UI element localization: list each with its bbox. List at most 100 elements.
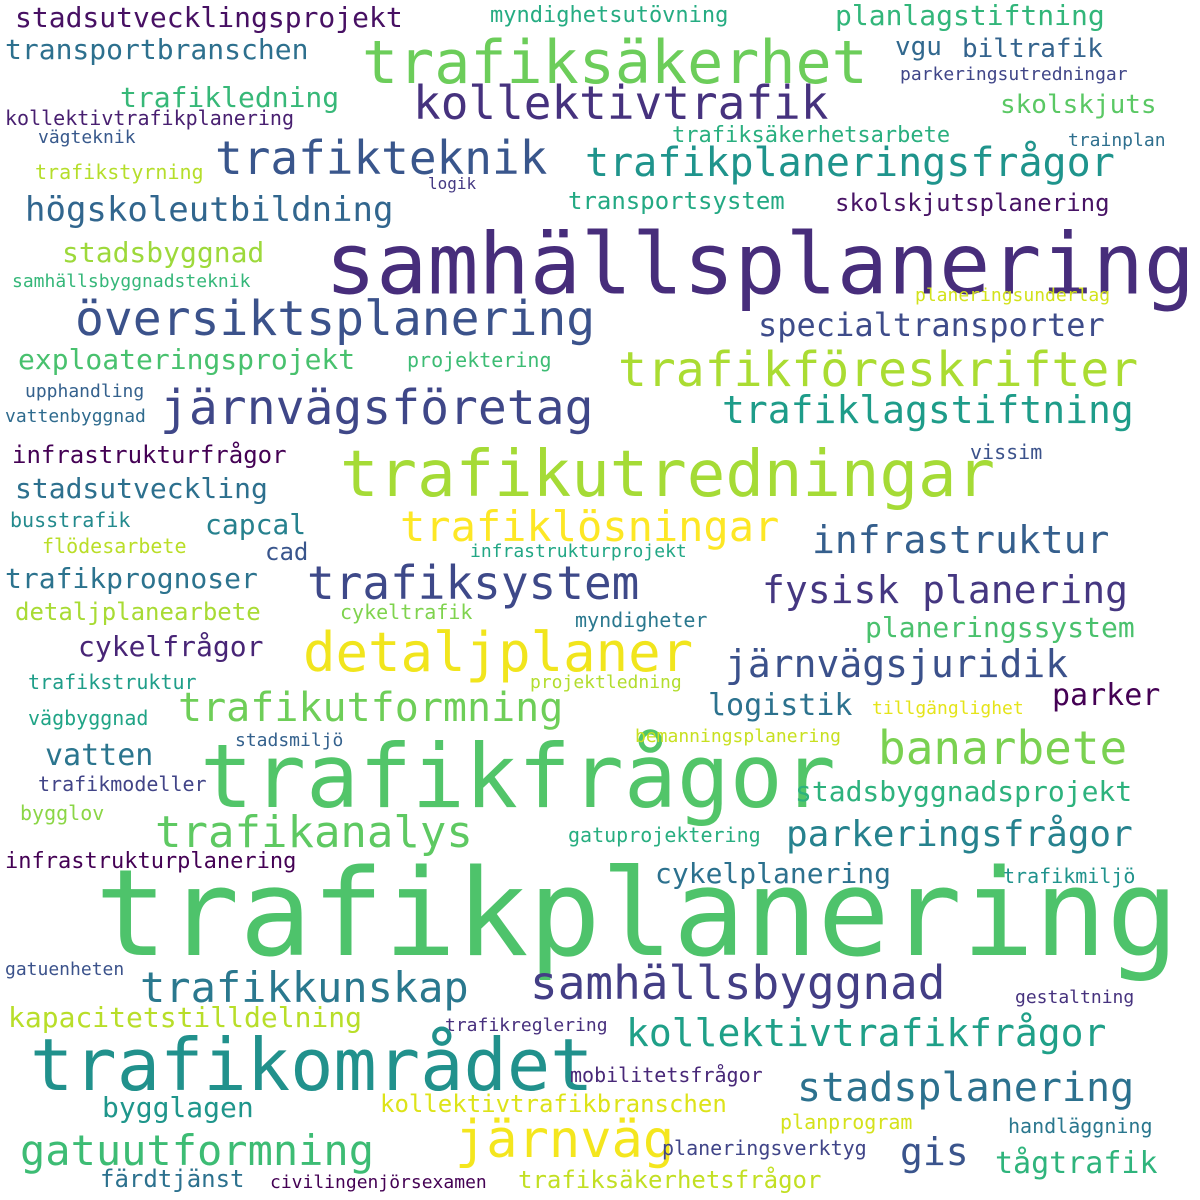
word-myndighetsutovning: myndighetsutövning: [490, 3, 729, 28]
word-infrastrukturprojekt: infrastrukturprojekt: [470, 541, 687, 562]
word-trafikfragor: trafikfrågor: [200, 725, 836, 828]
word-busstrafik: busstrafik: [10, 508, 131, 532]
word-trafiksakerhet: trafiksäkerhet: [362, 28, 868, 98]
word-transportbranschen: transportbranschen: [5, 33, 309, 66]
word-trafiklagstiftning: trafiklagstiftning: [722, 388, 1134, 432]
word-hogskoleutbildning: högskoleutbildning: [25, 190, 394, 230]
word-tagtrafik: tågtrafik: [995, 1146, 1158, 1181]
word-trainplan: trainplan: [1068, 130, 1166, 151]
word-vgu: vgu: [895, 32, 942, 62]
word-bemanningsplanering: bemanningsplanering: [635, 726, 841, 747]
word-infrastrukturplanering: infrastrukturplanering: [5, 849, 297, 874]
word-planeringssystem: planeringssystem: [865, 611, 1135, 644]
word-samhallsplanering: samhällsplanering: [325, 215, 1195, 315]
word-vagteknik: vägteknik: [38, 127, 136, 148]
word-kollektivtrafikplanering: kollektivtrafikplanering: [5, 106, 294, 130]
word-trafiklosningar: trafiklösningar: [400, 502, 780, 551]
word-planeringsverktyg: planeringsverktyg: [662, 1136, 867, 1160]
word-fysisk-planering: fysisk planering: [762, 568, 1129, 612]
word-trafikutformning: trafikutformning: [178, 685, 564, 731]
word-gatuenheten: gatuenheten: [5, 959, 125, 980]
word-upphandling: upphandling: [25, 381, 145, 402]
word-skolskjuts: skolskjuts: [1000, 90, 1157, 120]
word-skolskjutsplanering: skolskjutsplanering: [835, 189, 1110, 217]
word-flodesarbete: flödesarbete: [42, 534, 187, 558]
word-mobilitetsfragor: mobilitetsfrågor: [570, 1063, 763, 1087]
word-specialtransporter: specialtransporter: [758, 306, 1105, 344]
word-handlaggning: handläggning: [1008, 1114, 1153, 1138]
word-kollektivtrafikbranschen: kollektivtrafikbranschen: [380, 1090, 727, 1118]
word-trafikstyrning: trafikstyrning: [35, 160, 204, 184]
word-projektering: projektering: [407, 348, 552, 372]
word-parkeringsutredningar: parkeringsutredningar: [900, 64, 1128, 85]
word-logik: logik: [428, 174, 477, 193]
word-trafikstruktur: trafikstruktur: [28, 670, 197, 694]
word-logistik: logistik: [708, 688, 853, 723]
word-samhallsbyggnadsteknik: samhällsbyggnadsteknik: [12, 271, 251, 292]
word-projektledning: projektledning: [530, 672, 682, 693]
word-kapacitetstilldelning: kapacitetstilldelning: [8, 1001, 363, 1034]
word-bygglov: bygglov: [20, 801, 105, 825]
word-cykelfragor: cykelfrågor: [78, 630, 264, 663]
word-gis: gis: [900, 1130, 969, 1174]
word-trafikmodeller: trafikmodeller: [38, 772, 207, 796]
word-trafikplanering: trafikplanering: [95, 845, 1179, 984]
word-trafikteknik: trafikteknik: [215, 131, 548, 185]
word-gatuutformning: gatuutformning: [20, 1126, 375, 1175]
word-planprogram: planprogram: [780, 1110, 913, 1134]
word-stadsplanering: stadsplanering: [797, 1065, 1135, 1111]
word-vatten: vatten: [45, 738, 154, 773]
word-trafikomradet: trafikområdet: [30, 1023, 594, 1107]
word-parkeringsfragor: parkeringsfrågor: [786, 814, 1133, 855]
word-banarbete: banarbete: [878, 721, 1128, 775]
word-trafikanalys: trafikanalys: [155, 807, 473, 858]
word-transportsystem: transportsystem: [568, 187, 785, 215]
word-planlagstiftning: planlagstiftning: [835, 0, 1105, 32]
word-kollektivtrafikfragor: kollektivtrafikfrågor: [626, 1011, 1107, 1055]
word-vagbyggnad: vägbyggnad: [28, 706, 149, 730]
word-trafiksystem: trafiksystem: [307, 556, 640, 610]
word-vattenbyggnad: vattenbyggnad: [5, 406, 146, 427]
word-stadsutveckling: stadsutveckling: [15, 472, 268, 505]
word-jarnvagsforetag: järnvägsföretag: [160, 380, 594, 436]
word-stadsbyggnadsprojekt: stadsbyggnadsprojekt: [795, 775, 1133, 808]
word-gatuprojektering: gatuprojektering: [568, 823, 761, 847]
word-trafikutredningar: trafikutredningar: [340, 438, 996, 512]
word-exploateringsprojekt: exploateringsprojekt: [18, 343, 356, 376]
word-oversiktsplanering: översiktsplanering: [75, 291, 596, 347]
word-fardtjanst: färdtjänst: [100, 1165, 245, 1193]
word-kollektivtrafik: kollektivtrafik: [413, 76, 829, 130]
word-trafikplaneringsfragor: trafikplaneringsfrågor: [585, 140, 1115, 186]
word-myndigheter: myndigheter: [575, 608, 708, 632]
word-cad: cad: [265, 538, 309, 566]
word-capcal: capcal: [205, 508, 307, 541]
word-cykeltrafik: cykeltrafik: [340, 600, 473, 624]
word-biltrafik: biltrafik: [962, 34, 1103, 64]
word-civilingenjorsexamen: civilingenjörsexamen: [270, 1172, 487, 1193]
word-bygglagen: bygglagen: [102, 1091, 254, 1124]
word-parker: parker: [1052, 678, 1161, 713]
word-trafikmiljo: trafikmiljö: [1003, 864, 1136, 888]
word-trafiksakerhetsarbete: trafiksäkerhetsarbete: [672, 123, 951, 148]
word-trafikprognoser: trafikprognoser: [5, 562, 258, 595]
word-samhallsbyggnad: samhällsbyggnad: [530, 956, 946, 1010]
word-stadsmiljo: stadsmiljö: [235, 730, 344, 751]
word-detaljplaner: detaljplaner: [303, 621, 694, 684]
word-cykelplanering: cykelplanering: [655, 857, 892, 890]
word-planeringsunderlag: planeringsunderlag: [915, 285, 1111, 306]
word-trafikreglering: trafikreglering: [445, 1015, 608, 1036]
word-infrastrukturfragor: infrastrukturfrågor: [12, 441, 287, 469]
word-gestaltning: gestaltning: [1015, 987, 1135, 1008]
word-vissim: vissim: [970, 440, 1043, 464]
word-trafikkunskap: trafikkunskap: [140, 963, 469, 1012]
word-stadsutvecklingsprojekt: stadsutvecklingsprojekt: [15, 1, 403, 34]
word-detaljplanearbete: detaljplanearbete: [15, 598, 261, 626]
word-jarnvag: järnväg: [455, 1110, 675, 1170]
word-stadsbyggnad: stadsbyggnad: [62, 236, 265, 269]
word-trafikforeskrifter: trafikföreskrifter: [618, 342, 1139, 398]
word-trafikledning: trafikledning: [120, 81, 340, 114]
word-tillganglighet: tillgänglighet: [872, 698, 1024, 719]
word-trafiksakerhetsfragor: trafiksäkerhetsfrågor: [518, 1166, 822, 1194]
word-infrastruktur: infrastruktur: [812, 518, 1110, 562]
